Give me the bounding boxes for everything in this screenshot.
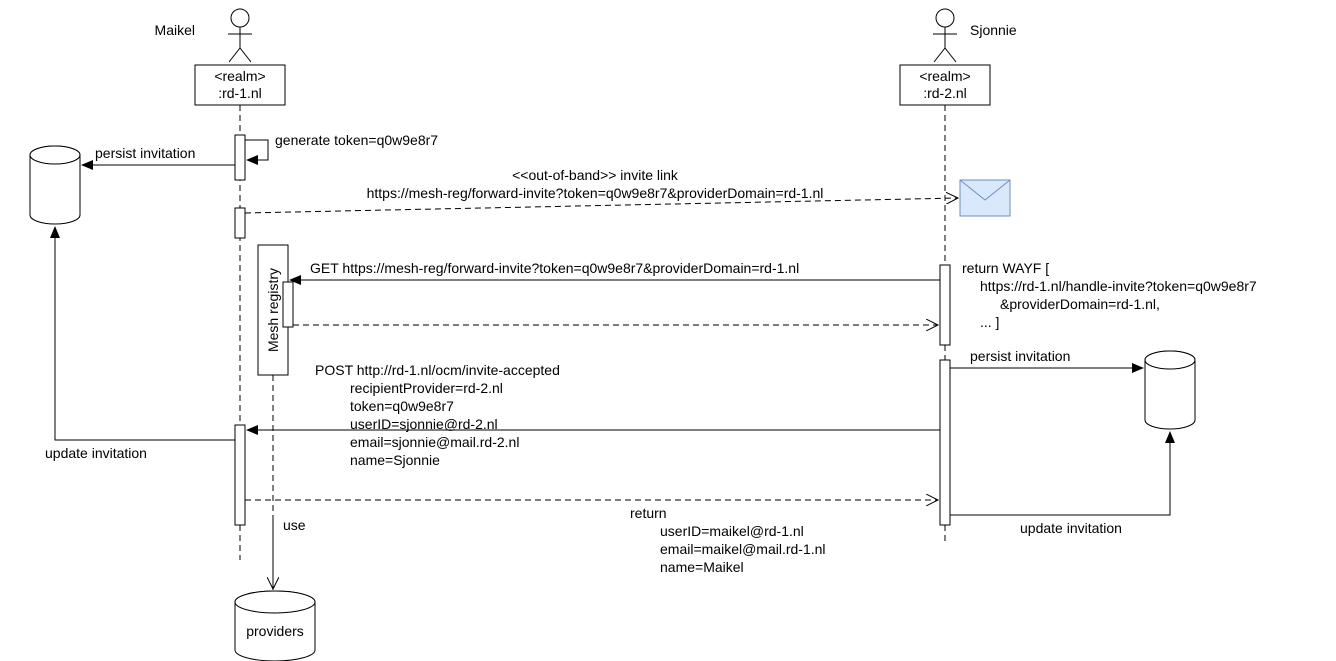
activation-mesh-inner bbox=[283, 282, 293, 327]
activation-sjonnie-2 bbox=[940, 360, 950, 525]
msg-return-l1: return bbox=[630, 505, 667, 521]
msg-generate-token-arrow bbox=[245, 140, 268, 160]
db-providers: providers bbox=[235, 591, 315, 661]
db-providers-label: providers bbox=[246, 623, 304, 639]
msg-oob-l1: <<out-of-band>> invite link bbox=[512, 167, 679, 183]
msg-post-l1: POST http://rd-1.nl/ocm/invite-accepted bbox=[315, 362, 560, 378]
activation-maikel-3 bbox=[235, 425, 245, 525]
msg-post-l3: token=q0w9e8r7 bbox=[350, 398, 454, 414]
realm-label-sjonnie: <realm> bbox=[919, 68, 970, 84]
activation-maikel-2 bbox=[235, 208, 245, 238]
msg-use: use bbox=[283, 517, 306, 533]
actor-sjonnie-name: Sjonnie bbox=[970, 22, 1017, 38]
msg-persist-left: persist invitation bbox=[95, 145, 195, 161]
msg-post-l4: userID=sjonnie@rd-2.nl bbox=[350, 416, 498, 432]
realm-value-sjonnie: :rd-2.nl bbox=[923, 85, 967, 101]
msg-return-l4: name=Maikel bbox=[660, 559, 744, 575]
msg-return-l2: userID=maikel@rd-1.nl bbox=[660, 523, 804, 539]
msg-post-l2: recipientProvider=rd-2.nl bbox=[350, 380, 503, 396]
msg-return-l3: email=maikel@mail.rd-1.nl bbox=[660, 541, 826, 557]
actor-maikel: Maikel <realm> :rd-1.nl bbox=[155, 9, 285, 105]
msg-wayf-l4: ... ] bbox=[980, 314, 999, 330]
msg-get: GET https://mesh-reg/forward-invite?toke… bbox=[310, 260, 799, 276]
actor-maikel-name: Maikel bbox=[155, 22, 195, 38]
msg-wayf-l1: return WAYF [ bbox=[962, 260, 1049, 276]
envelope-icon bbox=[960, 180, 1010, 216]
mesh-registry-label: Mesh registry bbox=[265, 268, 281, 352]
msg-persist-right: persist invitation bbox=[970, 348, 1070, 364]
realm-value-maikel: :rd-1.nl bbox=[218, 85, 262, 101]
msg-oob-l2: https://mesh-reg/forward-invite?token=q0… bbox=[367, 185, 824, 201]
realm-label-maikel: <realm> bbox=[214, 68, 265, 84]
msg-wayf-l3: &providerDomain=rd-1.nl, bbox=[1000, 296, 1160, 312]
db-left bbox=[30, 146, 80, 224]
msg-update-right: update invitation bbox=[1020, 520, 1122, 536]
msg-update-left: update invitation bbox=[45, 445, 147, 461]
actor-sjonnie: Sjonnie <realm> :rd-2.nl bbox=[900, 9, 1017, 105]
msg-wayf-l2: https://rd-1.nl/handle-invite?token=q0w9… bbox=[980, 278, 1257, 294]
activation-maikel-1 bbox=[235, 135, 245, 180]
activation-sjonnie-1 bbox=[940, 265, 950, 345]
msg-post-l6: name=Sjonnie bbox=[350, 452, 440, 468]
msg-update-right-arrow bbox=[950, 432, 1170, 515]
msg-update-left-arrow bbox=[55, 227, 235, 440]
msg-generate-token: generate token=q0w9e8r7 bbox=[275, 132, 438, 148]
sequence-diagram: Maikel <realm> :rd-1.nl Sjonnie <realm> … bbox=[0, 0, 1336, 661]
db-right bbox=[1145, 351, 1195, 429]
msg-post-l5: email=sjonnie@mail.rd-2.nl bbox=[350, 434, 519, 450]
